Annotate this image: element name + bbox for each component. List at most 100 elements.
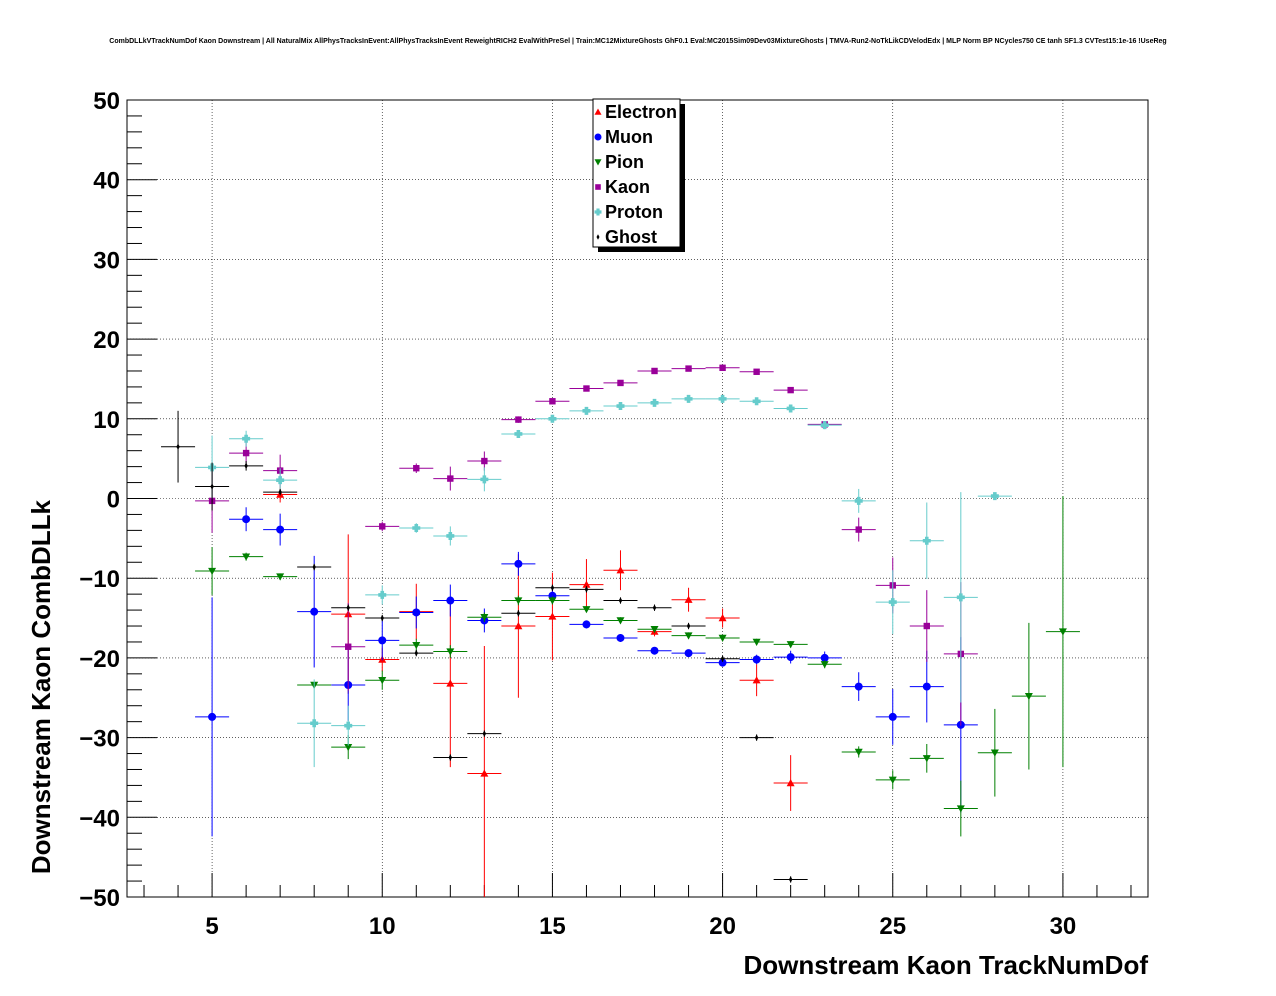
data-point xyxy=(637,626,672,634)
point-marker xyxy=(378,677,387,685)
point-marker xyxy=(855,526,862,533)
data-point xyxy=(433,599,468,768)
x-tick-label: 15 xyxy=(539,913,566,940)
point-marker xyxy=(888,776,897,784)
point-marker xyxy=(276,476,285,485)
data-point xyxy=(1011,622,1046,770)
point-marker xyxy=(582,580,591,588)
data-point xyxy=(365,614,400,622)
point-marker xyxy=(446,679,455,687)
point-marker xyxy=(276,573,285,581)
y-tick-label: −40 xyxy=(79,805,120,832)
point-marker xyxy=(684,394,693,403)
legend-label: Kaon xyxy=(605,177,650,197)
data-point xyxy=(501,416,536,423)
y-tick-label: −50 xyxy=(79,885,120,912)
point-marker xyxy=(446,648,455,656)
data-point xyxy=(603,597,638,604)
legend-entry-muon: Muon xyxy=(594,127,653,147)
point-marker xyxy=(549,398,556,405)
point-marker xyxy=(922,682,931,691)
point-marker xyxy=(345,643,352,650)
point-marker xyxy=(176,443,180,450)
point-marker xyxy=(956,805,965,813)
point-marker xyxy=(616,566,625,574)
data-point xyxy=(501,595,536,606)
y-tick-label: 20 xyxy=(93,327,120,354)
data-point xyxy=(365,521,400,532)
data-point xyxy=(535,398,570,405)
data-point xyxy=(467,467,502,492)
data-point xyxy=(739,397,774,406)
point-marker xyxy=(447,475,454,482)
point-marker xyxy=(594,159,602,166)
point-marker xyxy=(242,553,251,561)
data-point xyxy=(433,526,468,546)
x-tick-label: 25 xyxy=(879,913,906,940)
data-point xyxy=(399,523,434,533)
point-marker xyxy=(685,365,692,372)
point-marker xyxy=(242,434,251,443)
point-marker xyxy=(1058,628,1067,636)
point-marker xyxy=(582,606,591,614)
data-point xyxy=(773,876,808,883)
point-marker xyxy=(412,523,421,532)
point-marker xyxy=(752,655,761,664)
data-point xyxy=(467,730,502,737)
data-point xyxy=(739,368,774,375)
point-marker xyxy=(480,769,489,777)
point-marker xyxy=(684,649,693,658)
point-marker xyxy=(412,608,421,617)
chart-title: CombDLLkVTrackNumDof Kaon Downstream | A… xyxy=(109,38,1166,45)
y-tick-label: −30 xyxy=(79,726,120,753)
point-marker xyxy=(242,515,251,524)
data-point xyxy=(229,552,264,561)
point-marker xyxy=(379,523,386,530)
y-tick-label: −20 xyxy=(79,646,120,673)
point-marker xyxy=(344,721,353,730)
series-pion xyxy=(195,496,1080,837)
data-point xyxy=(603,379,638,387)
y-axis-label: Downstream Kaon CombDLLk xyxy=(26,499,56,874)
point-marker xyxy=(956,593,965,602)
data-point xyxy=(739,654,774,665)
y-tick-label: 40 xyxy=(93,168,120,195)
point-marker xyxy=(650,646,659,655)
data-point xyxy=(841,672,876,701)
point-marker xyxy=(922,536,931,545)
data-point xyxy=(195,462,230,511)
data-point xyxy=(467,645,502,897)
data-point xyxy=(739,734,774,741)
point-marker xyxy=(786,653,795,662)
data-point xyxy=(875,570,910,634)
data-point xyxy=(875,688,910,745)
data-point xyxy=(229,430,264,447)
series-ghost xyxy=(161,410,808,883)
y-tick-label: 0 xyxy=(107,487,120,514)
point-marker xyxy=(310,607,319,616)
data-point xyxy=(705,394,740,403)
data-point xyxy=(569,586,604,593)
data-point xyxy=(671,365,706,372)
point-marker xyxy=(923,622,930,630)
point-marker xyxy=(242,449,250,457)
point-marker xyxy=(514,429,523,438)
data-point xyxy=(705,658,740,667)
point-marker xyxy=(210,483,214,490)
point-marker xyxy=(583,385,590,392)
data-point xyxy=(841,488,876,513)
data-point xyxy=(263,468,298,493)
point-marker xyxy=(208,567,217,576)
data-point xyxy=(229,507,264,532)
data-point xyxy=(467,612,502,623)
legend-entry-electron: Electron xyxy=(594,102,677,122)
point-marker xyxy=(684,632,693,640)
data-point xyxy=(535,584,570,591)
point-marker xyxy=(786,779,795,787)
point-marker xyxy=(480,475,489,484)
data-point xyxy=(671,632,706,640)
data-point xyxy=(671,649,706,658)
legend-entry-kaon: Kaon xyxy=(595,177,650,197)
data-point xyxy=(671,587,706,612)
point-marker xyxy=(582,620,591,629)
